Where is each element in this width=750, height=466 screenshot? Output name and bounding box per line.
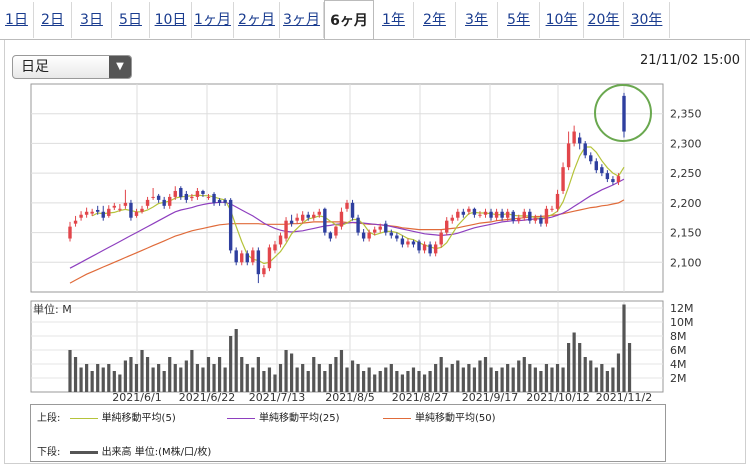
ma25-swatch xyxy=(227,417,255,419)
legend-lower-label: 下段: xyxy=(37,447,61,458)
legend-ma50: 単純移動平均(50) xyxy=(415,413,496,424)
tab-20年[interactable]: 20年 xyxy=(584,2,624,38)
tabbar-divider xyxy=(0,39,750,40)
ma50-swatch xyxy=(383,417,411,419)
tab-10年[interactable]: 10年 xyxy=(540,2,584,38)
interval-select[interactable]: 日足 ▼ xyxy=(12,55,132,79)
tab-10日[interactable]: 10日 xyxy=(150,2,192,38)
legend-upper-label: 上段: xyxy=(37,413,61,424)
chevron-down-icon[interactable]: ▼ xyxy=(109,56,131,78)
tab-3年[interactable]: 3年 xyxy=(456,2,498,38)
tab-1日[interactable]: 1日 xyxy=(0,2,34,38)
chart-legend: 上段: 単純移動平均(5) 単純移動平均(25) 単純移動平均(50) 下段: … xyxy=(30,404,666,462)
legend-volume: 出来高 単位:(M株/口/枚) xyxy=(101,447,212,458)
tab-3ヶ月[interactable]: 3ヶ月 xyxy=(280,2,324,38)
ma5-swatch xyxy=(69,417,98,419)
tab-1年[interactable]: 1年 xyxy=(374,2,414,38)
legend-ma25-item: 単純移動平均(25) xyxy=(221,409,340,424)
chart-timestamp: 21/11/02 15:00 xyxy=(640,53,740,68)
tab-5年[interactable]: 5年 xyxy=(498,2,540,38)
legend-ma50-item: 単純移動平均(50) xyxy=(377,409,496,424)
tab-3日[interactable]: 3日 xyxy=(72,2,112,38)
tab-2ヶ月[interactable]: 2ヶ月 xyxy=(234,2,280,38)
legend-upper-row: 上段: 単純移動平均(5) xyxy=(37,409,176,424)
period-tabbar: 1日 2日 3日 5日 10日 1ヶ月 2ヶ月 3ヶ月 6ヶ月 1年 2年 3年 5年 10年 20年 30年 xyxy=(0,0,750,40)
volume-swatch xyxy=(69,450,98,454)
interval-select-value: 日足 xyxy=(21,59,49,75)
legend-ma25: 単純移動平均(25) xyxy=(259,413,340,424)
tab-30年[interactable]: 30年 xyxy=(624,2,670,38)
chart-panel xyxy=(4,40,746,464)
tab-5日[interactable]: 5日 xyxy=(112,2,150,38)
tab-2日[interactable]: 2日 xyxy=(34,2,72,38)
tab-6ヶ月[interactable]: 6ヶ月 xyxy=(324,0,374,40)
legend-lower-row: 下段: 出来高 単位:(M株/口/枚) xyxy=(37,443,211,458)
legend-ma5: 単純移動平均(5) xyxy=(101,413,176,424)
tab-2年[interactable]: 2年 xyxy=(414,2,456,38)
tab-1ヶ月[interactable]: 1ヶ月 xyxy=(192,2,234,38)
